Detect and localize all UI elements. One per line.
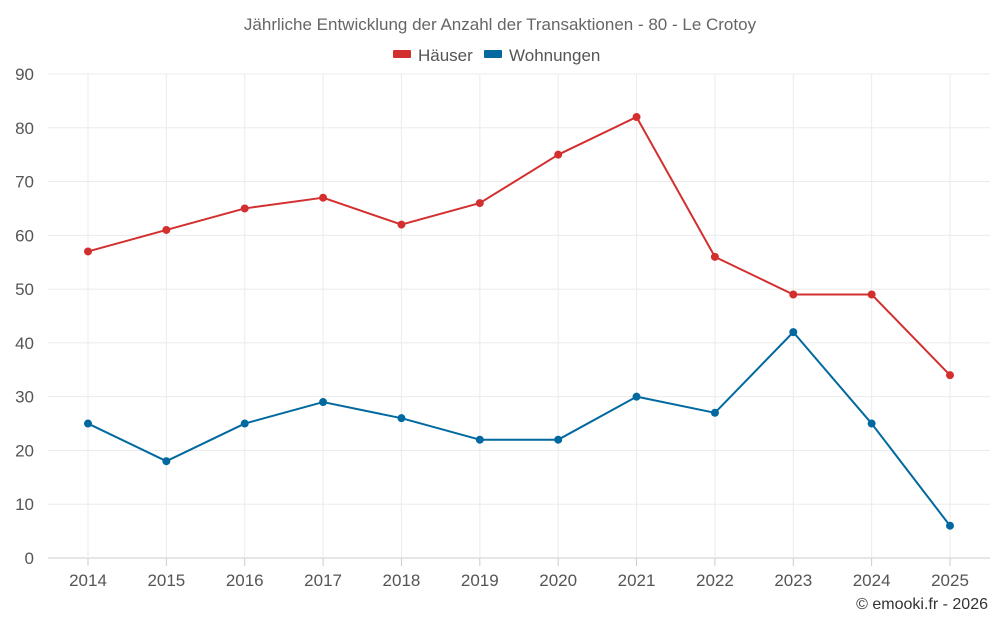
y-tick-label: 60 bbox=[15, 226, 34, 245]
x-tick-label: 2023 bbox=[774, 571, 812, 590]
x-tick-label: 2022 bbox=[696, 571, 734, 590]
legend-swatch-wohnungen bbox=[484, 50, 502, 58]
chart-title: Jährliche Entwicklung der Anzahl der Tra… bbox=[244, 15, 757, 34]
x-tick-label: 2019 bbox=[461, 571, 499, 590]
y-tick-label: 90 bbox=[15, 65, 34, 84]
data-point-wohnungen[interactable] bbox=[710, 408, 719, 417]
data-point-hauser[interactable] bbox=[632, 113, 641, 122]
x-tick-label: 2018 bbox=[383, 571, 421, 590]
data-point-wohnungen[interactable] bbox=[319, 398, 328, 407]
series-line-hauser bbox=[87, 116, 951, 376]
data-point-hauser[interactable] bbox=[946, 371, 954, 380]
data-point-hauser[interactable] bbox=[162, 225, 171, 234]
x-tick-label: 2024 bbox=[853, 571, 891, 590]
x-tick-label: 2017 bbox=[304, 571, 342, 590]
credit-text: © emooki.fr - 2026 bbox=[856, 596, 988, 613]
y-tick-label: 40 bbox=[15, 334, 34, 353]
data-point-hauser[interactable] bbox=[240, 204, 249, 213]
series-wohnungen bbox=[84, 328, 954, 530]
y-tick-label: 30 bbox=[15, 388, 34, 407]
data-point-wohnungen[interactable] bbox=[84, 419, 92, 428]
data-point-hauser[interactable] bbox=[84, 247, 92, 256]
data-point-hauser[interactable] bbox=[475, 199, 484, 208]
data-point-hauser[interactable] bbox=[710, 252, 719, 261]
data-point-hauser[interactable] bbox=[789, 290, 798, 299]
data-point-hauser[interactable] bbox=[397, 220, 406, 229]
y-tick-label: 70 bbox=[15, 173, 34, 192]
x-axis: 2014 2015 2016 2017 2018 2019 2020 2021 2022 2023… bbox=[69, 558, 969, 590]
x-tick-label: 2021 bbox=[618, 571, 656, 590]
x-tick-label: 2016 bbox=[226, 571, 264, 590]
data-point-wohnungen[interactable] bbox=[162, 457, 171, 466]
series-line-wohnungen bbox=[87, 331, 951, 527]
data-point-hauser[interactable] bbox=[554, 150, 563, 159]
y-tick-label: 10 bbox=[15, 495, 34, 514]
series bbox=[84, 113, 954, 530]
y-tick-label: 80 bbox=[15, 119, 34, 138]
data-point-hauser[interactable] bbox=[867, 290, 876, 299]
legend-item-wohnungen[interactable]: Wohnungen bbox=[484, 46, 600, 65]
data-point-hauser[interactable] bbox=[319, 193, 328, 202]
x-tick-label: 2020 bbox=[539, 571, 577, 590]
data-point-wohnungen[interactable] bbox=[240, 419, 249, 428]
y-tick-label: 0 bbox=[25, 549, 34, 568]
data-point-wohnungen[interactable] bbox=[632, 392, 641, 401]
y-tick-label: 50 bbox=[15, 280, 34, 299]
grid bbox=[48, 73, 990, 559]
legend: Häuser Wohnungen bbox=[393, 46, 600, 65]
x-tick-label: 2015 bbox=[147, 571, 185, 590]
x-tick-label: 2014 bbox=[69, 571, 107, 590]
legend-label-hauser: Häuser bbox=[418, 46, 473, 65]
data-point-wohnungen[interactable] bbox=[554, 435, 563, 444]
series-hauser bbox=[84, 113, 954, 380]
data-point-wohnungen[interactable] bbox=[475, 435, 484, 444]
y-axis: 0 10 20 30 40 50 60 70 80 90 bbox=[15, 65, 34, 568]
data-point-wohnungen[interactable] bbox=[397, 414, 406, 423]
legend-label-wohnungen: Wohnungen bbox=[509, 46, 600, 65]
data-point-wohnungen[interactable] bbox=[789, 328, 798, 337]
data-point-wohnungen[interactable] bbox=[946, 521, 954, 530]
legend-swatch-hauser bbox=[393, 50, 411, 58]
data-point-wohnungen[interactable] bbox=[867, 419, 876, 428]
y-tick-label: 20 bbox=[15, 441, 34, 460]
legend-item-hauser[interactable]: Häuser bbox=[393, 46, 473, 65]
x-tick-label: 2025 bbox=[931, 571, 969, 590]
